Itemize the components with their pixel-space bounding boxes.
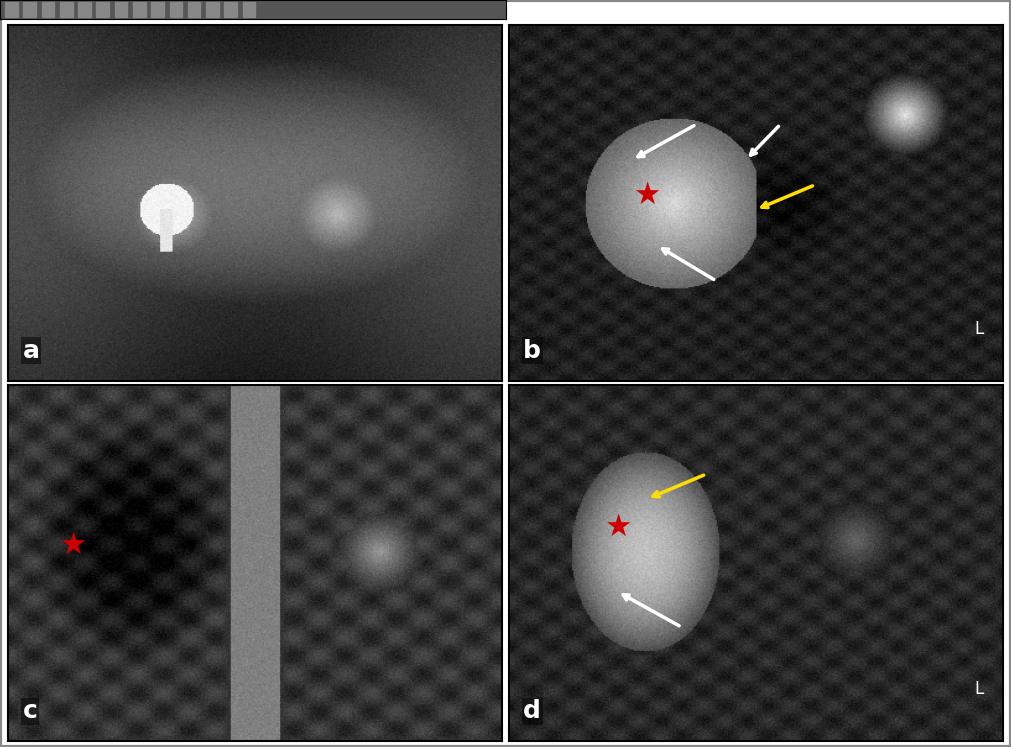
Bar [78,2,91,17]
Bar [96,2,109,17]
Bar [224,2,237,17]
Bar [41,2,55,17]
Bar [23,2,36,17]
Text: ★: ★ [633,181,660,210]
Text: L: L [974,681,983,698]
Bar [188,2,200,17]
Text: L: L [974,320,983,338]
Bar [60,2,73,17]
Text: b: b [524,339,541,363]
Bar [170,2,182,17]
Text: d: d [524,699,541,723]
Text: c: c [23,699,37,723]
Text: ★: ★ [604,513,631,542]
Bar [114,2,127,17]
Text: a: a [23,339,39,363]
Text: ★: ★ [59,531,86,560]
Bar [243,2,255,17]
Bar [5,2,18,17]
Bar [152,2,164,17]
Bar [206,2,218,17]
Bar [133,2,146,17]
